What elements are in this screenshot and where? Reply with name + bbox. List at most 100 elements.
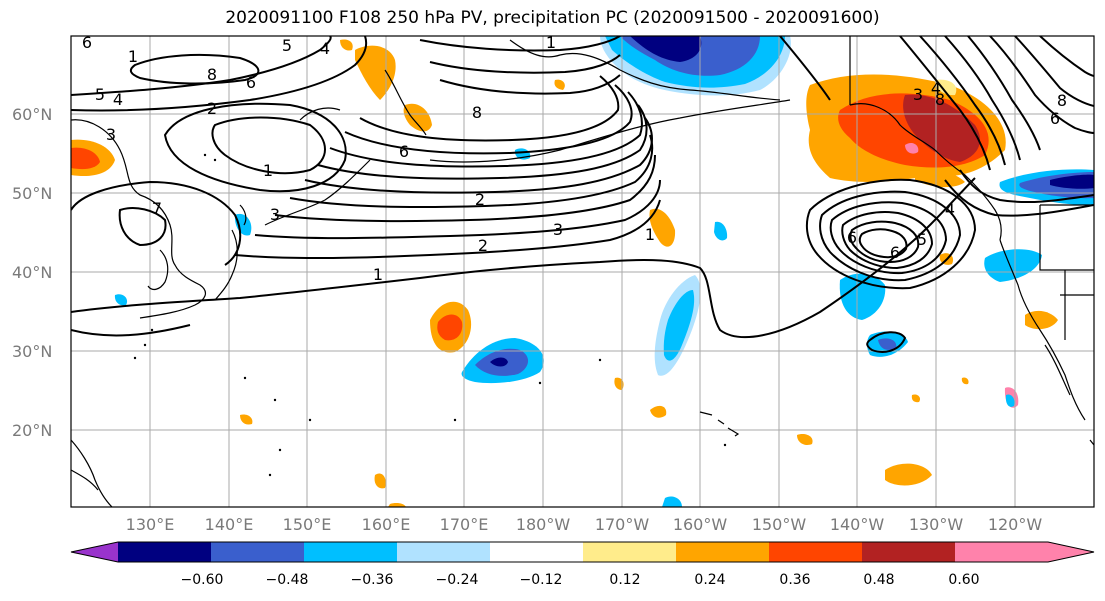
- colorbar-tick-label: 0.48: [863, 572, 894, 588]
- contour-label: 3: [106, 125, 116, 144]
- longitude-labels: 130°E 140°E 150°E 160°E 170°E 180°W 170°…: [126, 515, 1043, 534]
- contour-gulf-1: [779, 36, 831, 101]
- lon-label: 160°E: [362, 515, 411, 534]
- coast-korea: [147, 249, 169, 291]
- shade-170w: [649, 208, 676, 247]
- coast-kamchatka: [299, 69, 427, 136]
- shade-west-edge-red: [71, 147, 100, 170]
- contour-3: [254, 179, 661, 240]
- contour-ring-1: [805, 178, 977, 290]
- pv-contours: [71, 36, 1094, 353]
- precip-shading: [71, 36, 1094, 507]
- coast-alaska: [509, 36, 1002, 241]
- contour-label: 2: [475, 190, 485, 209]
- lon-label: 150°W: [752, 515, 807, 534]
- shade-bering-navy: [630, 36, 702, 62]
- colorbar-segment: [862, 542, 956, 562]
- coast-baja: [1044, 344, 1094, 446]
- contour-label: 4: [320, 39, 330, 58]
- colorbar-tick-label: −0.60: [181, 572, 224, 588]
- colorbar-tick-label: 0.12: [609, 572, 640, 588]
- shade-alaska-yellow: [935, 79, 957, 96]
- contour-north-1: [419, 36, 621, 52]
- coast-hawaii: [699, 411, 740, 437]
- contour-label: 1: [546, 33, 556, 52]
- latitude-labels: 60°N 50°N 40°N 30°N 20°N: [12, 105, 52, 440]
- coast-philippines: [71, 439, 113, 507]
- contour-label: 8: [472, 103, 482, 122]
- shade-sm14: [911, 394, 921, 403]
- contour-label: 3: [553, 220, 563, 239]
- contour-label: 4: [113, 90, 123, 109]
- coast-indonesia: [71, 469, 99, 491]
- colorbar-tick-label: 0.24: [694, 572, 725, 588]
- shade-sm15: [388, 503, 406, 507]
- contour-1-north: [71, 324, 191, 337]
- contour-label: 5: [917, 230, 927, 249]
- contour-4: [274, 154, 656, 223]
- shade-sm13: [961, 377, 969, 385]
- contour-gulf-8: [1039, 36, 1094, 77]
- map-frame: [70, 35, 1095, 508]
- contour-label: 8: [935, 90, 945, 109]
- contour-10: [359, 75, 620, 142]
- colorbar-segment: [769, 542, 863, 562]
- contour-label: 2: [207, 99, 217, 118]
- shade-sm12: [240, 414, 253, 425]
- contour-label: 5: [95, 85, 105, 104]
- colorbar-tick-label: −0.12: [520, 572, 563, 588]
- contour-loop-east2: [71, 36, 368, 112]
- shade-sm2: [650, 405, 667, 418]
- lon-label: 130°E: [126, 515, 175, 534]
- contour-west-7: [118, 207, 167, 247]
- lon-label: 160°W: [673, 515, 728, 534]
- lat-label: 60°N: [12, 105, 52, 124]
- coast-kurils: [264, 159, 371, 226]
- contour-6: [304, 117, 653, 194]
- contour-label: 4: [945, 200, 955, 219]
- contour-label: 2: [478, 236, 488, 255]
- lat-label: 20°N: [12, 421, 52, 440]
- contour-9: [344, 84, 633, 155]
- shade-sm1: [885, 463, 932, 486]
- lon-label: 140°E: [205, 515, 254, 534]
- shade-kamchatka: [403, 103, 432, 132]
- shade-calif: [1025, 310, 1058, 330]
- contour-8: [329, 91, 643, 168]
- shade-sm5: [662, 496, 682, 507]
- contour-2: [234, 199, 661, 260]
- coast-japan: [214, 204, 247, 301]
- colorbar-segment: [676, 542, 770, 562]
- shade-midpac-red: [437, 314, 463, 341]
- colorbar-segment: [304, 542, 398, 562]
- colorbar-segment: [490, 542, 584, 562]
- contour-ring-3: [829, 201, 948, 275]
- shade-sm8: [114, 294, 128, 306]
- colorbar-tick-label: −0.48: [266, 572, 309, 588]
- colorbar-tick-label: 0.60: [948, 572, 979, 588]
- contour-small-135w: [866, 331, 907, 353]
- lon-label: 150°E: [283, 515, 332, 534]
- contour-label: 6: [399, 142, 409, 161]
- colorbar-extend-min: [71, 542, 118, 562]
- colorbar-segment: [955, 542, 1048, 562]
- contour-west-big: [71, 180, 242, 266]
- lon-label: 170°W: [595, 515, 650, 534]
- colorbar-segment: [583, 542, 677, 562]
- colorbar-segment: [118, 542, 212, 562]
- colorbar: [70, 541, 1095, 563]
- contour-label: 1: [128, 47, 138, 66]
- shade-165w: [714, 221, 728, 241]
- lon-label: 180°W: [516, 515, 571, 534]
- contour-gulf-6: [989, 36, 1094, 134]
- shade-nw-orange: [355, 45, 396, 100]
- colorbar-tick-label: −0.24: [436, 572, 479, 588]
- shade-oregon: [984, 249, 1042, 282]
- shade-160w-cyan: [663, 290, 695, 361]
- contour-w-loop: [163, 102, 347, 193]
- contour-gulf-2: [899, 36, 991, 171]
- shade-sm3: [797, 434, 813, 445]
- contour-label: 5: [282, 36, 292, 55]
- contour-label: 1: [373, 265, 383, 284]
